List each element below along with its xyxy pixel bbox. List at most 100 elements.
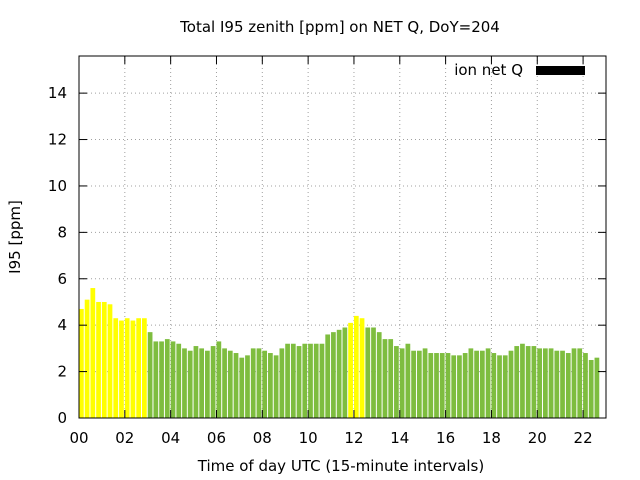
bar [250,348,256,418]
bar [325,334,331,418]
bar [170,341,176,418]
y-tick-label: 10 [48,177,67,195]
bar [399,348,405,418]
bar [394,346,399,418]
bar [164,339,170,418]
bar [245,355,250,418]
bar [182,348,187,418]
y-axis-label: I95 [ppm] [6,200,24,274]
bar [491,353,497,418]
y-tick-label: 8 [57,223,67,241]
bar [514,346,520,418]
x-ticks: 00 02 04 06 08 10 12 14 16 18 20 22 [69,56,593,447]
x-tick-label: 14 [390,429,409,447]
bar [79,308,84,418]
bar [382,339,388,418]
x-tick-label: 16 [436,429,455,447]
bar [485,348,491,418]
bar [520,343,525,418]
bar [176,343,182,418]
bar [285,343,290,418]
x-tick-label: 20 [528,429,547,447]
bar [96,301,101,418]
bar [583,353,588,418]
bar [308,343,313,418]
bar [560,350,565,418]
bar [365,327,371,418]
bar [336,329,342,418]
y-tick-label: 2 [57,363,67,381]
bar [342,327,348,418]
legend-label: ion net Q [454,61,523,79]
x-tick-label: 12 [344,429,363,447]
bar [371,327,376,418]
bar [588,359,594,418]
x-tick-label: 08 [253,429,272,447]
bar [348,322,353,418]
bar [187,350,193,418]
bar [273,355,279,418]
bar [411,350,416,418]
bar [331,332,336,418]
bar [434,353,439,418]
bar [199,348,205,418]
bar [405,343,411,418]
bars [79,288,600,418]
bar [227,350,233,418]
bar [239,357,245,418]
y-tick-label: 12 [48,131,67,149]
bar [428,353,434,418]
legend-swatch [536,66,585,75]
bar [233,353,239,418]
bar [537,348,542,418]
bar [193,346,199,418]
y-tick-label: 0 [57,409,67,427]
bar [279,348,285,418]
bar [216,341,222,418]
x-tick-label: 06 [207,429,226,447]
y-tick-label: 4 [57,316,67,334]
bar [548,348,554,418]
bar [497,355,502,418]
bar [205,350,210,418]
bar [565,353,571,418]
bar [159,341,164,418]
bar [124,318,130,418]
bar [262,350,268,418]
bar [256,348,262,418]
bar [554,350,560,418]
bar [468,348,474,418]
bar [451,355,457,418]
bar [290,343,296,418]
x-tick-label: 22 [574,429,593,447]
bar [422,348,428,418]
x-tick-label: 00 [69,429,88,447]
bar [388,339,394,418]
bar [222,348,227,418]
bar [101,301,107,418]
bar [474,350,479,418]
grid [79,56,606,418]
y-tick-label: 14 [48,84,67,102]
bar [594,357,600,418]
bar [119,320,124,418]
x-tick-label: 02 [115,429,134,447]
x-tick-label: 18 [482,429,501,447]
x-axis-label: Time of day UTC (15-minute intervals) [197,457,484,475]
bar [376,332,382,418]
y-tick-label: 6 [57,270,67,288]
bar [147,332,153,418]
bar [353,315,359,418]
bar [462,353,468,418]
bar [268,353,273,418]
bar [296,346,302,418]
bar [445,353,451,418]
bar [416,350,422,418]
bar [531,346,537,418]
bar [142,318,147,418]
x-tick-label: 10 [299,429,318,447]
bar [502,355,508,418]
bar [479,350,485,418]
bar [153,341,159,418]
bar [457,355,462,418]
